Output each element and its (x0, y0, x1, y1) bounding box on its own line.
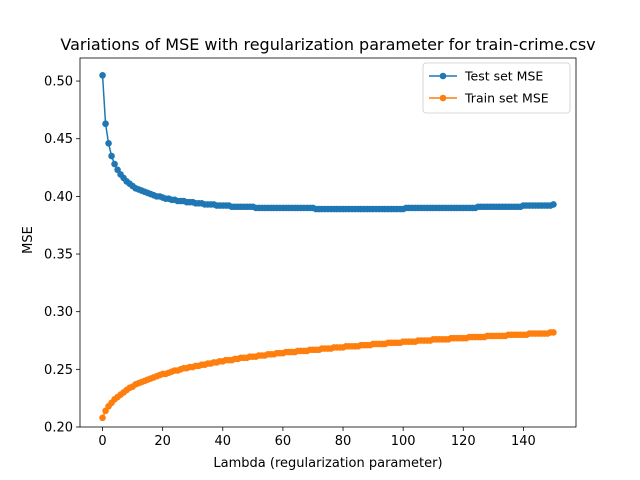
y-tick-label: 0.25 (44, 363, 73, 378)
legend-entry: Test set MSE (429, 69, 543, 84)
data-point (99, 72, 106, 79)
data-point (111, 160, 118, 168)
y-tick-label: 0.35 (44, 248, 73, 263)
y-tick-label: 0.40 (44, 190, 73, 205)
series-2 (99, 329, 557, 422)
x-tick-label: 20 (154, 434, 171, 449)
y-tick-label: 0.45 (44, 132, 73, 147)
data-point (108, 152, 115, 160)
x-tick-label: 140 (511, 434, 536, 449)
y-tick-label: 0.20 (44, 421, 73, 436)
legend: Test set MSE Train set MSE (422, 62, 571, 114)
x-tick-label: 60 (275, 434, 292, 449)
x-axis-label: Lambda (regularization parameter) (213, 456, 442, 471)
data-point (105, 140, 112, 147)
x-tick-label: 40 (215, 434, 232, 449)
series-layer (99, 72, 557, 422)
chart-title: Variations of MSE with regularization pa… (60, 35, 595, 54)
data-point (99, 414, 106, 422)
x-tick-label: 120 (451, 434, 476, 449)
y-axis-label: MSE (21, 226, 36, 254)
y-tick-label: 0.50 (44, 75, 73, 90)
plot-frame (79, 57, 577, 428)
legend-entry: Train set MSE (429, 91, 549, 106)
x-tick-label: 100 (391, 434, 416, 449)
data-point (550, 329, 557, 336)
legend-label: Test set MSE (464, 69, 543, 84)
data-point (550, 201, 557, 208)
x-tick-label: 0 (98, 434, 106, 449)
legend-box (422, 62, 571, 114)
legend-marker (439, 94, 447, 102)
axes-layer: 0 20 40 60 80 100 120 140 0.20 0.25 0.30 0.35 0.40 0.… (44, 57, 577, 449)
x-tick-label: 80 (335, 434, 352, 449)
y-tick-label: 0.30 (44, 305, 73, 320)
legend-marker (439, 72, 447, 80)
legend-label: Train set MSE (464, 91, 549, 106)
series-1 (99, 72, 557, 213)
data-point (102, 120, 109, 128)
